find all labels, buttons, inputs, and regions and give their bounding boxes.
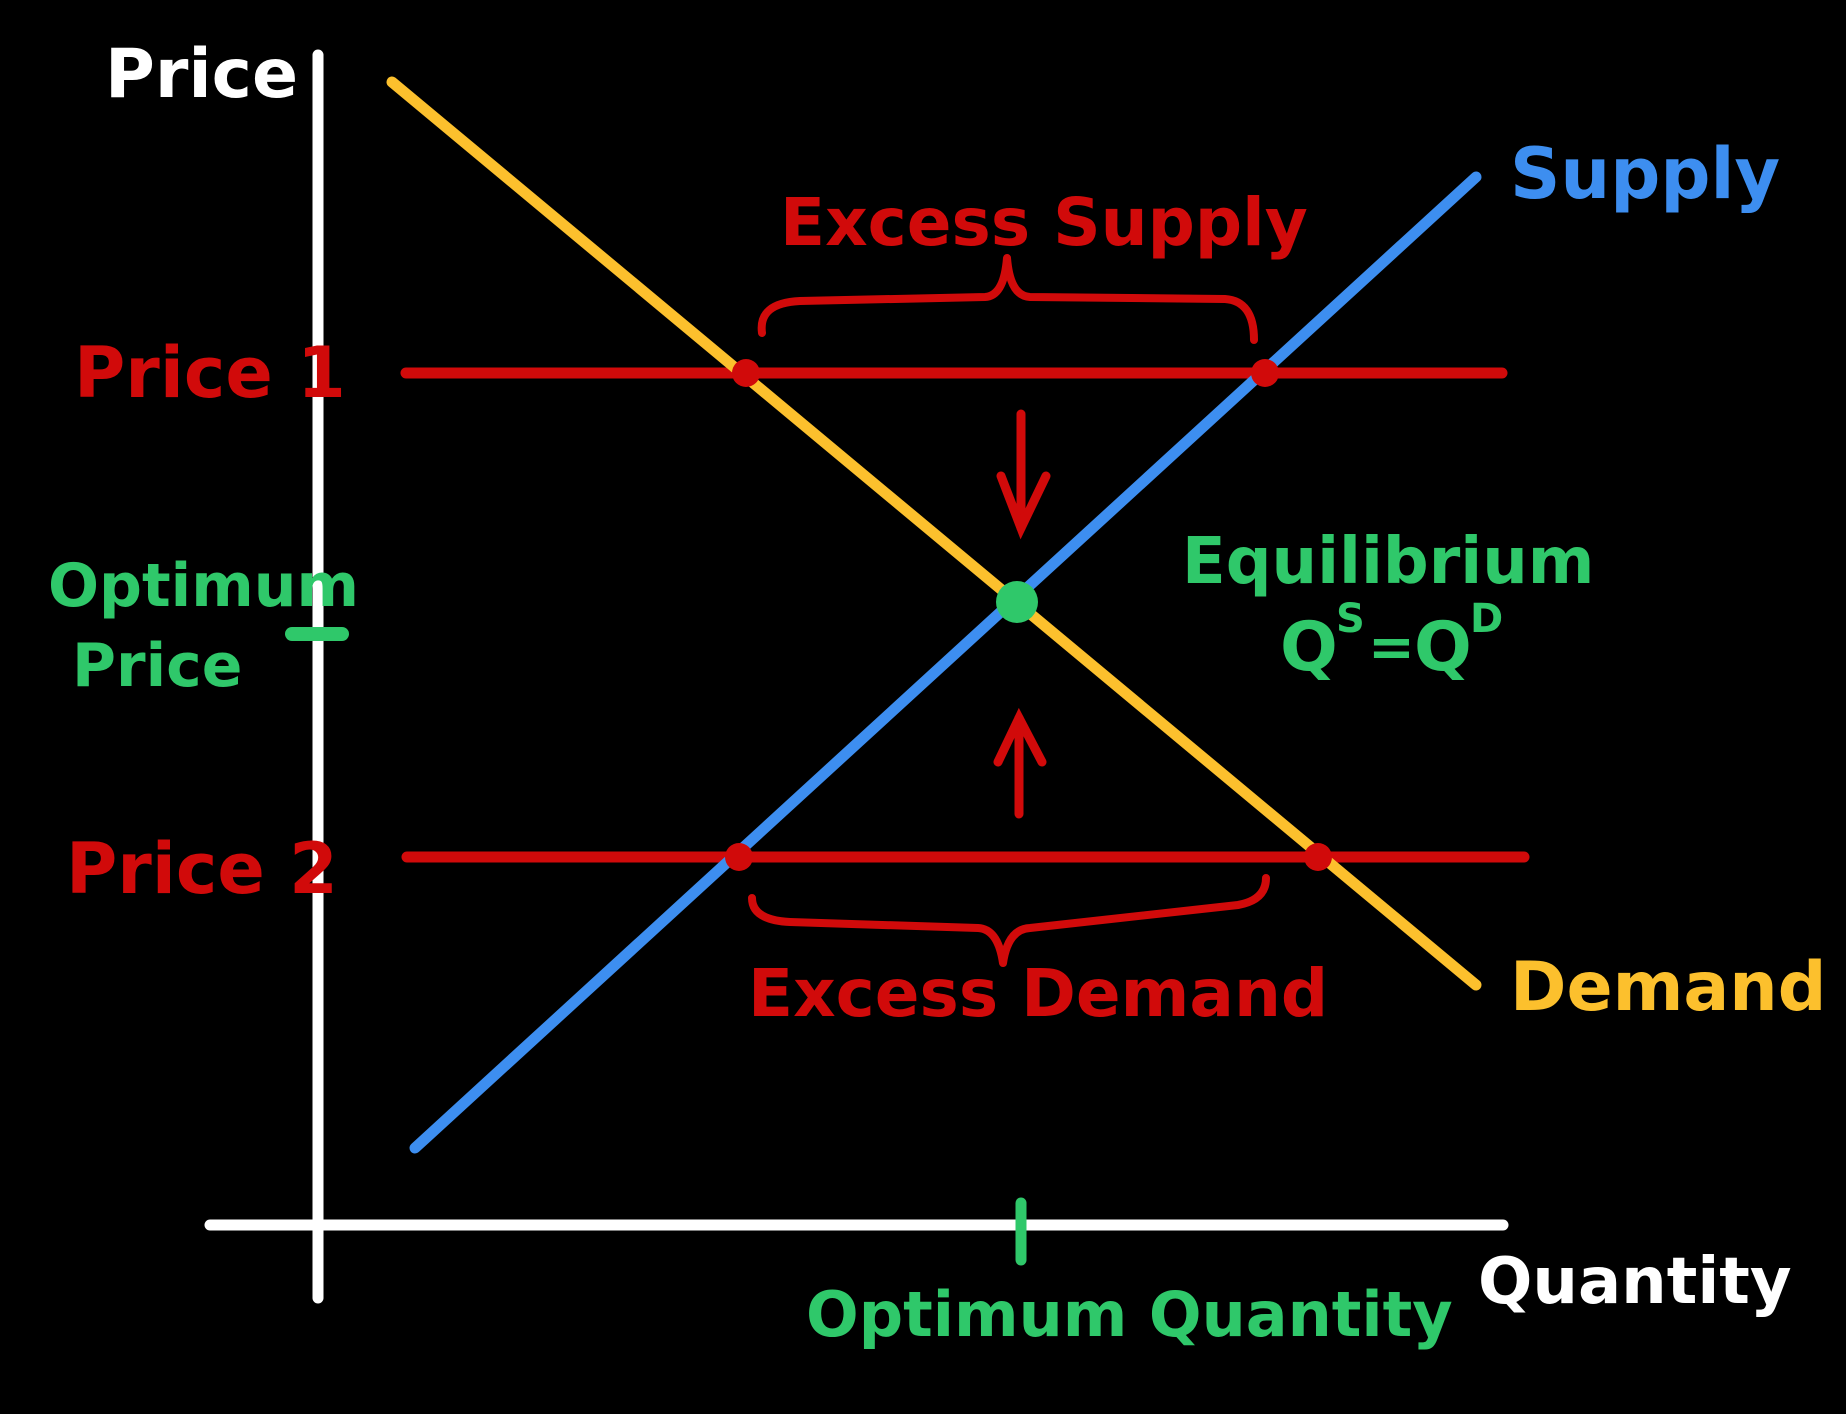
equilibrium-q-demand: Q — [1414, 608, 1472, 687]
excess-demand-label: Excess Demand — [748, 955, 1328, 1032]
supply-label: Supply — [1510, 133, 1780, 215]
price2-supply-point — [725, 843, 753, 871]
excess-supply-label: Excess Supply — [780, 184, 1308, 261]
price1-label: Price 1 — [74, 332, 346, 414]
equilibrium-condition: Q S = Q D — [1280, 596, 1503, 687]
optimum-price-label-line2: Price — [72, 631, 242, 701]
optimum-quantity-label: Optimum Quantity — [806, 1278, 1453, 1351]
down-arrow — [996, 409, 1051, 540]
y-axis-label: Price — [105, 35, 298, 114]
optimum-price-label-line1: Optimum — [48, 551, 359, 621]
equilibrium-equals: = — [1368, 615, 1415, 680]
demand-curve — [386, 76, 1482, 991]
equilibrium-point — [996, 581, 1038, 623]
price1-supply-point — [1251, 359, 1279, 387]
excess-demand-brace — [748, 874, 1270, 967]
equilibrium-q-supply: Q — [1280, 608, 1338, 687]
price2-label: Price 2 — [66, 828, 338, 910]
price2-demand-point — [1304, 843, 1332, 871]
excess-supply-brace — [757, 254, 1258, 344]
demand-label: Demand — [1510, 948, 1826, 1027]
equilibrium-d-superscript: D — [1470, 596, 1503, 642]
up-arrow — [993, 707, 1047, 819]
equilibrium-label: Equilibrium — [1182, 525, 1594, 599]
equilibrium-s-superscript: S — [1336, 596, 1365, 642]
price1-demand-point — [732, 359, 760, 387]
supply-curve — [409, 171, 1482, 1154]
x-axis-label: Quantity — [1478, 1245, 1792, 1319]
